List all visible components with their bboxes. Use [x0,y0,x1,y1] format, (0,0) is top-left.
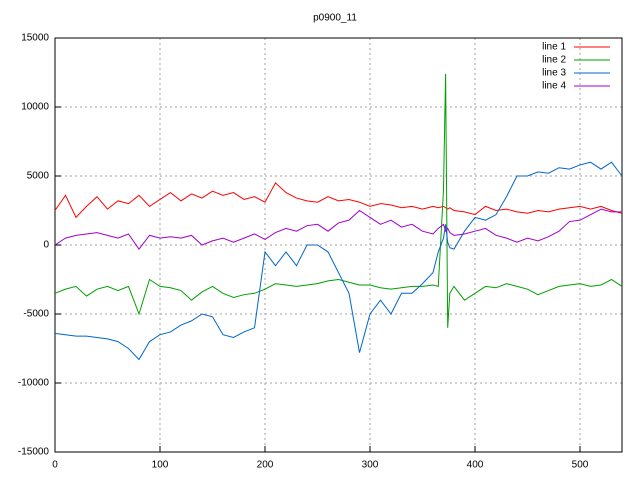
y-tick-label: -15000 [18,447,50,458]
y-tick-label: -5000 [23,309,49,320]
y-tick-label: -10000 [18,378,50,389]
x-tick-label: 200 [257,460,274,471]
legend-label: line 4 [542,81,566,92]
x-tick-label: 400 [467,460,484,471]
chart-title: p0900_11 [313,13,357,24]
y-tick-label: 15000 [21,33,49,44]
x-tick-label: 300 [362,460,379,471]
legend-label: line 3 [542,68,566,79]
x-tick-label: 100 [152,460,169,471]
legend-label: line 2 [542,55,566,66]
series-line [54,73,623,328]
y-tick-label: 5000 [27,171,50,182]
legend-label: line 1 [542,42,566,53]
y-tick-label: 0 [43,240,49,251]
x-tick-label: 0 [52,460,58,471]
series-line [54,182,623,219]
series-line [54,161,623,361]
y-tick-label: 10000 [21,102,49,113]
x-tick-label: 500 [572,460,589,471]
series-line [54,208,622,250]
